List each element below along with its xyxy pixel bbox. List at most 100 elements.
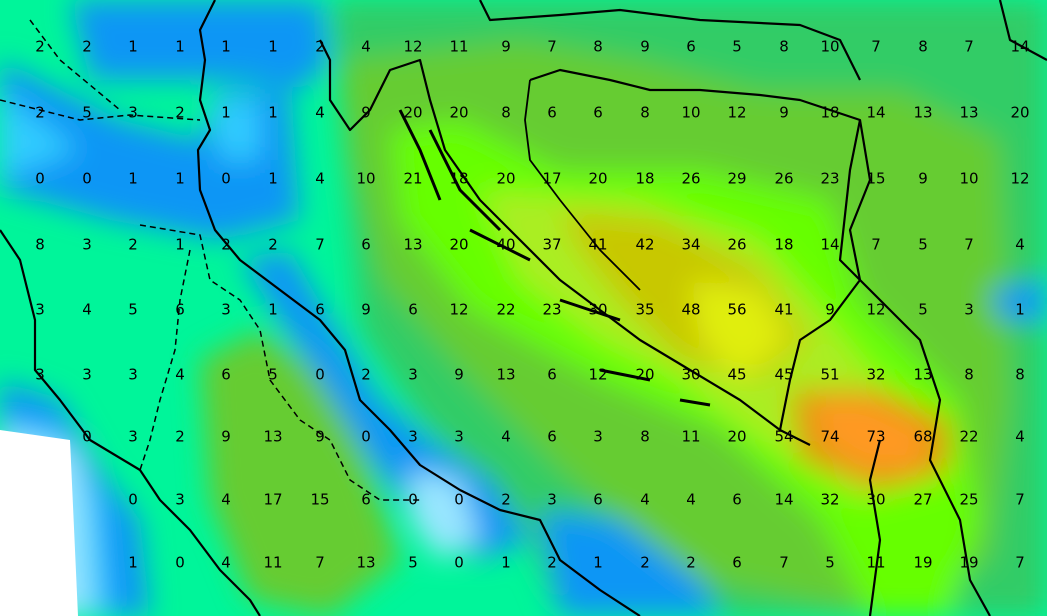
precipitation-value: 29 [727,169,747,188]
precipitation-value: 4 [361,37,371,56]
precipitation-value: 7 [547,37,557,56]
precipitation-value: 0 [454,553,464,572]
precipitation-value: 20 [588,169,608,188]
precipitation-value: 3 [593,427,603,446]
precipitation-value: 12 [449,300,469,319]
precipitation-value: 0 [221,169,231,188]
precipitation-value: 20 [449,235,469,254]
precipitation-value: 2 [128,235,138,254]
precipitation-value: 13 [356,553,376,572]
precipitation-value: 2 [175,427,185,446]
light-blue-precipitation-area [410,470,480,560]
precipitation-value: 19 [913,553,933,572]
precipitation-value: 4 [315,169,325,188]
yellow-precipitation-area [690,280,790,380]
precipitation-value: 2 [315,37,325,56]
precipitation-value: 5 [732,37,742,56]
croatian-islands [398,109,711,407]
precipitation-value: 32 [820,490,840,509]
precipitation-value: 3 [82,365,92,384]
precipitation-value: 1 [268,37,278,56]
italy-adriatic-coastline [196,0,641,616]
precipitation-value: 30 [588,300,608,319]
precipitation-value: 26 [727,235,747,254]
precipitation-value: 11 [449,37,469,56]
precipitation-value: 23 [820,169,840,188]
precipitation-value: 12 [727,103,747,122]
precipitation-value: 74 [820,427,840,446]
precipitation-value: 3 [408,365,418,384]
precipitation-value: 12 [403,37,423,56]
precipitation-value: 0 [315,365,325,384]
precipitation-value: 4 [82,300,92,319]
precipitation-value: 4 [501,427,511,446]
north-border [479,0,861,81]
blue-precipitation-area [990,280,1047,320]
italy-regional-border [29,19,121,111]
precipitation-value: 2 [268,235,278,254]
precipitation-value: 0 [128,490,138,509]
precipitation-value: 9 [361,103,371,122]
precipitation-value: 2 [175,103,185,122]
precipitation-value: 9 [779,103,789,122]
precipitation-value: 20 [1010,103,1030,122]
precipitation-value: 51 [820,365,840,384]
precipitation-value: 41 [588,235,608,254]
blue-precipitation-area [70,0,330,90]
precipitation-value: 1 [221,37,231,56]
precipitation-value: 4 [686,490,696,509]
precipitation-value: 20 [635,365,655,384]
precipitation-value: 73 [866,427,886,446]
precipitation-value: 1 [175,169,185,188]
precipitation-value: 5 [825,553,835,572]
precipitation-value: 18 [449,169,469,188]
precipitation-value: 34 [681,235,701,254]
precipitation-value: 4 [640,490,650,509]
serbia-border [838,119,991,616]
precipitation-value: 7 [315,553,325,572]
italy-regional-border [139,224,420,501]
precipitation-value: 3 [128,365,138,384]
precipitation-value: 10 [820,37,840,56]
precipitation-value: 7 [871,37,881,56]
precipitation-value: 48 [681,300,701,319]
precipitation-value: 1 [1015,300,1025,319]
precipitation-value: 13 [913,365,933,384]
precipitation-value: 13 [959,103,979,122]
istria-croatia-coastline [319,39,811,446]
precipitation-value: 41 [774,300,794,319]
precipitation-value: 10 [681,103,701,122]
precipitation-value: 2 [35,103,45,122]
precipitation-value: 3 [408,427,418,446]
precipitation-value: 2 [501,490,511,509]
precipitation-value: 68 [913,427,933,446]
precipitation-value: 9 [918,169,928,188]
montenegro-albania-border [868,439,882,616]
precipitation-value: 22 [496,300,516,319]
precipitation-value: 1 [268,103,278,122]
precipitation-value: 1 [128,37,138,56]
precipitation-value: 0 [82,169,92,188]
precipitation-value: 42 [635,235,655,254]
precipitation-value: 0 [82,427,92,446]
precipitation-value: 6 [593,490,603,509]
precipitation-value: 12 [866,300,886,319]
precipitation-value: 20 [403,103,423,122]
precipitation-value: 6 [686,37,696,56]
sky-blue-precipitation-area [210,100,260,160]
precipitation-value: 8 [779,37,789,56]
precipitation-value: 27 [913,490,933,509]
precipitation-value: 0 [175,553,185,572]
precipitation-value: 3 [128,103,138,122]
precipitation-value: 5 [82,103,92,122]
precipitation-value: 15 [866,169,886,188]
precipitation-value: 13 [403,235,423,254]
precipitation-value: 3 [82,235,92,254]
precipitation-value: 7 [779,553,789,572]
precipitation-value: 8 [501,103,511,122]
precipitation-value: 7 [315,235,325,254]
precipitation-value: 3 [964,300,974,319]
sky-blue-precipitation-area [0,90,80,180]
precipitation-value: 3 [175,490,185,509]
